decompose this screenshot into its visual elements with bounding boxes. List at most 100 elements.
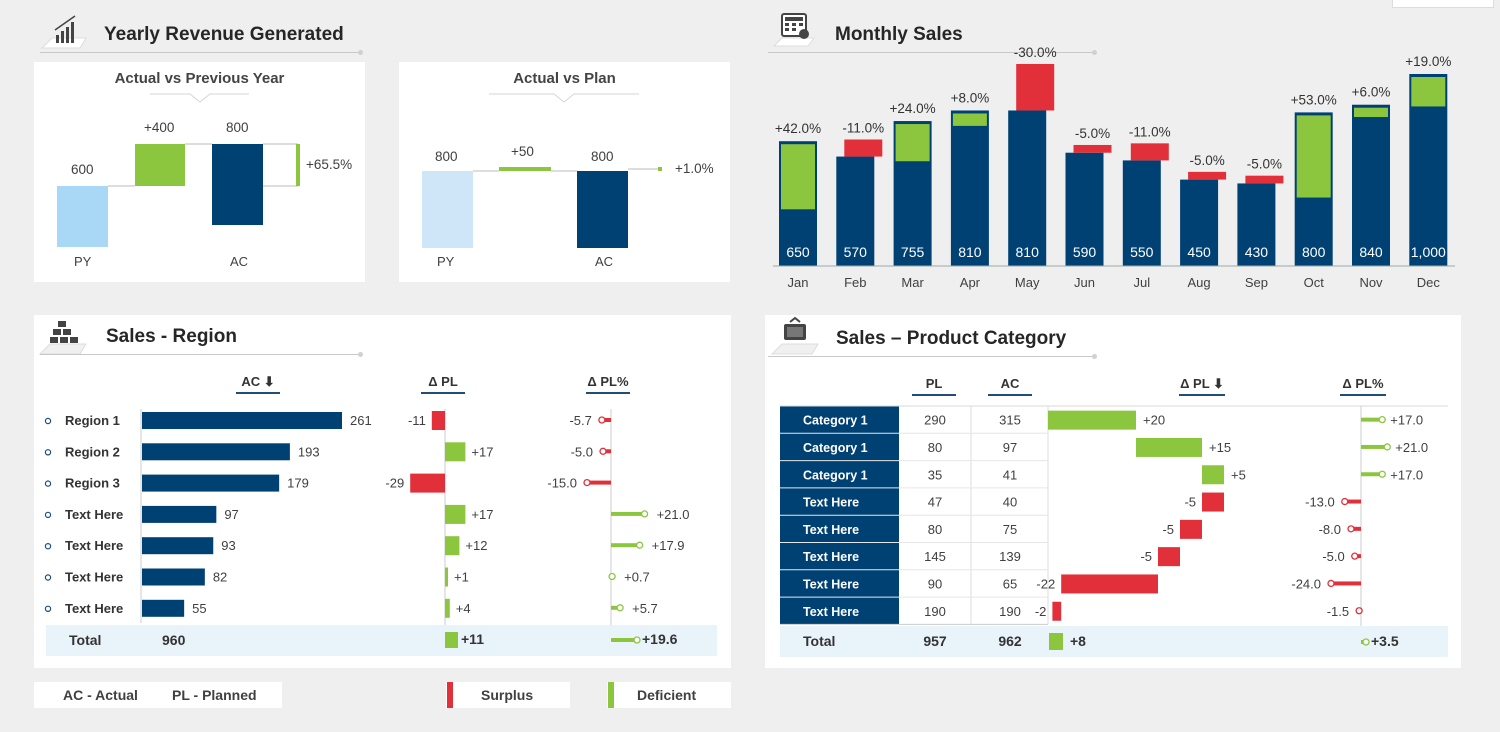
- product-total-ac: 962: [998, 633, 1022, 649]
- product-dpl-bar: [1052, 601, 1062, 621]
- monthly-title: Monthly Sales: [835, 24, 963, 45]
- region-row-label: Region 3: [65, 476, 120, 491]
- product-pct-dot: [1355, 607, 1363, 615]
- monthly-value-label: 570: [844, 244, 868, 260]
- product-dpl-bar: [1202, 465, 1224, 485]
- product-pct-bar: [1361, 444, 1388, 449]
- region-pct-bar: [611, 605, 621, 610]
- product-ac-value: 40: [1003, 495, 1017, 510]
- monthly-delta-bar-apr: [952, 113, 987, 126]
- region-dpl-bar: [445, 442, 466, 462]
- region-ac-value: 97: [224, 507, 238, 522]
- monthly-delta-bar-aug: [1188, 171, 1227, 180]
- region-dpl-value: +1: [454, 570, 469, 585]
- monthly-month-label: May: [1015, 275, 1040, 290]
- avplan-subtitle: Actual vs Plan: [513, 70, 616, 87]
- region-col-dpl[interactable]: Δ PL: [428, 374, 458, 389]
- monthly-delta-bar-oct: [1296, 115, 1331, 198]
- monthly-value-label: 650: [786, 244, 810, 260]
- region-pct-value: -15.0: [547, 476, 577, 491]
- avplan-py-value: 800: [435, 149, 458, 164]
- region-row-bullet: [44, 449, 52, 456]
- legend-deficient-swatch: [608, 682, 614, 708]
- product-col-pl[interactable]: PL: [925, 376, 943, 391]
- region-pct-dot: [635, 541, 644, 549]
- legend-surplus-swatch: [447, 682, 453, 708]
- product-dpl-bar: [1048, 410, 1136, 430]
- monthly-delta-label: -30.0%: [1014, 45, 1057, 60]
- product-dpl-value: -5: [1162, 522, 1174, 537]
- region-row-label: Text Here: [65, 570, 123, 585]
- monthly-value-label: 840: [1359, 244, 1383, 260]
- region-col-dplpct[interactable]: Δ PL%: [587, 374, 629, 389]
- product-pct-value: -13.0: [1305, 495, 1335, 510]
- product-col-ac[interactable]: AC: [1000, 376, 1020, 391]
- region-pct-value: +0.7: [624, 570, 650, 585]
- monthly-delta-label: -5.0%: [1189, 153, 1224, 168]
- avplan-ac-bar: [577, 171, 628, 248]
- region-pct-dot: [608, 572, 616, 581]
- calculator-icon: [770, 12, 820, 48]
- region-dpl-bar: [445, 598, 450, 618]
- product-ac-value: 41: [1003, 467, 1017, 482]
- monthly-value-label: 800: [1302, 244, 1326, 260]
- product-dpl-bar: [1180, 519, 1202, 539]
- monitor-icon: [768, 316, 824, 356]
- avp-py-value: 600: [71, 162, 94, 177]
- product-col-dpl[interactable]: Δ PL ⬇: [1180, 376, 1224, 391]
- product-pct-value: -8.0: [1319, 522, 1341, 537]
- product-col-dplpct[interactable]: Δ PL%: [1342, 376, 1384, 391]
- monthly-delta-label: +42.0%: [775, 121, 821, 136]
- product-pl-value: 35: [928, 467, 942, 482]
- region-col-ac[interactable]: AC ⬇: [241, 374, 275, 389]
- product-pct-dot: [1351, 552, 1359, 560]
- region-title-underline: [40, 352, 363, 357]
- monthly-bar-nov: [1352, 104, 1390, 266]
- region-row-label: Region 2: [65, 444, 120, 459]
- monthly-delta-bar-dec: [1411, 77, 1446, 107]
- monthly-value-label: 1,000: [1411, 244, 1446, 260]
- monthly-delta-label: +8.0%: [951, 90, 990, 105]
- monthly-delta-bar-may: [1016, 63, 1055, 111]
- region-row-label: Text Here: [65, 507, 123, 522]
- region-pct-bar: [587, 480, 611, 485]
- region-dpl-value: +12: [465, 538, 487, 553]
- product-ac-value: 315: [999, 413, 1021, 428]
- product-total-dpl: +8: [1070, 633, 1086, 649]
- monthly-value-label: 450: [1187, 244, 1211, 260]
- region-row-label: Text Here: [65, 601, 123, 616]
- region-pct-value: +21.0: [657, 507, 690, 522]
- product-title-underline: [768, 354, 1097, 359]
- region-dpl-bar: [445, 536, 460, 556]
- legend-deficient: Deficient: [637, 687, 697, 703]
- monthly-month-label: Jun: [1074, 275, 1095, 290]
- region-row-bullet: [44, 574, 52, 581]
- region-ac-value: 93: [221, 538, 235, 553]
- region-total-label: Total: [69, 632, 101, 648]
- product-col-pl-bar: [912, 394, 956, 396]
- product-pct-dot: [1378, 415, 1386, 424]
- region-ac-value: 82: [213, 570, 227, 585]
- avplan-delta-value: +50: [511, 144, 534, 159]
- region-total-dpl: +11: [461, 631, 484, 647]
- product-total-dpl-bar: [1049, 633, 1063, 650]
- region-pct-dot: [583, 478, 591, 487]
- product-row-label: Text Here: [803, 523, 859, 537]
- region-pct-dot: [598, 416, 606, 424]
- region-col-dpl-bar: [421, 392, 465, 394]
- product-pct-bar: [1331, 581, 1361, 586]
- product-dpl-value: +15: [1209, 440, 1231, 455]
- avplan-py-bar: [422, 171, 473, 248]
- monthly-value-label: 590: [1073, 244, 1097, 260]
- avplan-pct: +1.0%: [675, 161, 714, 176]
- monthly-delta-bar-jul: [1130, 143, 1169, 161]
- product-pl-value: 80: [928, 522, 942, 537]
- product-dpl-value: +5: [1231, 467, 1246, 482]
- monthly-month-label: Apr: [960, 275, 981, 290]
- legend-deficient-box: Deficient: [607, 682, 731, 708]
- monthly-value-label: 755: [901, 244, 925, 260]
- stack-boxes-icon: [36, 316, 92, 356]
- product-pct-value: +21.0: [1395, 440, 1428, 455]
- region-total-pct-bar: [611, 638, 637, 642]
- region-dpl-value: +4: [456, 601, 471, 616]
